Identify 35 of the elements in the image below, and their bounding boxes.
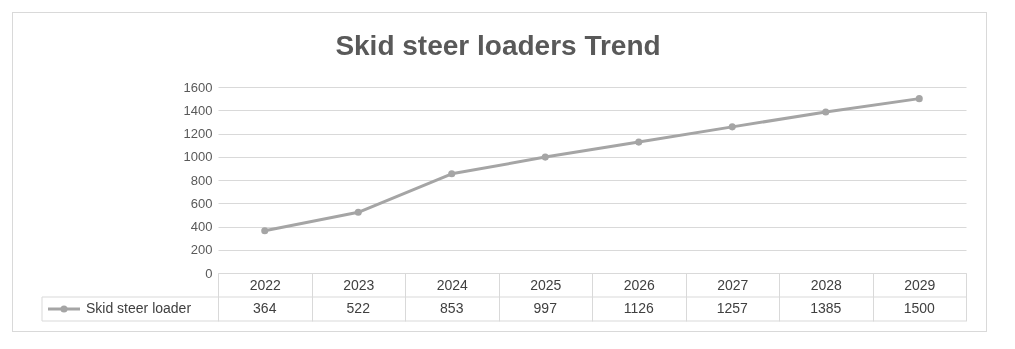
- point: [635, 138, 643, 146]
- y-tick-label: 0: [205, 265, 213, 281]
- y-tick-label: 1400: [183, 102, 213, 118]
- data-label: 997: [533, 300, 558, 316]
- y-tick-label: 400: [190, 219, 213, 234]
- x-tick-label: 2023: [343, 276, 375, 293]
- data-label: 364: [253, 300, 277, 316]
- legend-label: Skid steer loader: [86, 300, 192, 316]
- point: [261, 227, 269, 235]
- y-tick-label: 1200: [183, 126, 213, 141]
- chart-title: Skid steer loaders Trend: [335, 30, 661, 61]
- data-label: 522: [346, 300, 371, 316]
- x-tick-label: 2022: [249, 276, 282, 293]
- data-label: 1257: [716, 300, 749, 316]
- point: [541, 153, 549, 161]
- x-tick-label: 2025: [530, 276, 562, 293]
- data-label: 1385: [810, 300, 842, 316]
- y-tick-label: 1600: [183, 79, 213, 95]
- point: [354, 208, 362, 216]
- y-tick-label: 200: [190, 242, 213, 258]
- x-tick-label: 2028: [810, 276, 843, 293]
- x-tick-label: 2024: [436, 276, 469, 293]
- y-tick-label: 1000: [183, 149, 213, 165]
- y-tick-label: 600: [190, 195, 213, 211]
- x-tick-label: 2027: [717, 276, 749, 293]
- x-tick-label: 2026: [623, 276, 656, 293]
- y-tick-label: 800: [190, 172, 213, 188]
- point: [822, 108, 830, 116]
- point: [915, 95, 923, 103]
- data-label: 1126: [623, 300, 655, 316]
- data-label: 1500: [903, 300, 936, 316]
- point: [728, 123, 736, 131]
- x-tick-label: 2029: [904, 276, 936, 293]
- data-label: 853: [440, 300, 464, 316]
- point: [448, 170, 456, 178]
